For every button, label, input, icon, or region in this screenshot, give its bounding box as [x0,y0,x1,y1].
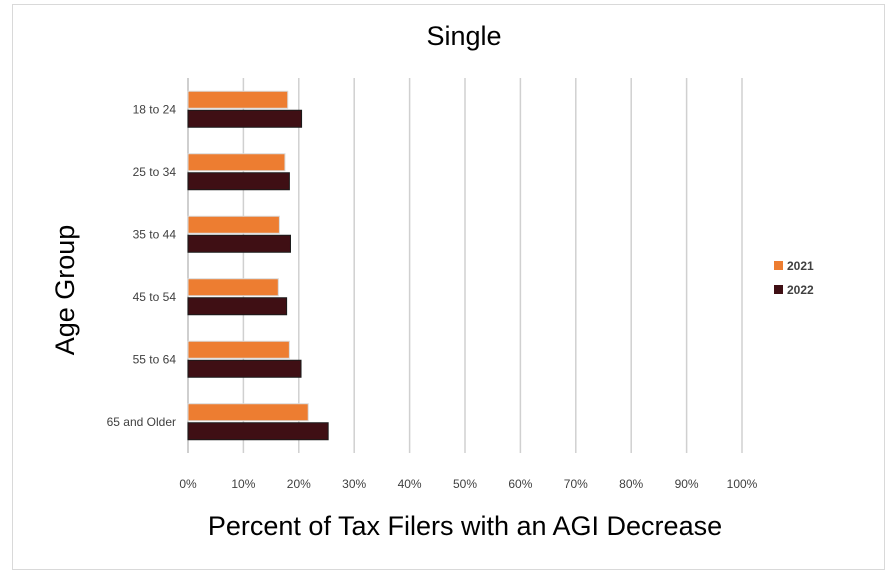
chart-frame [12,4,885,570]
gridlines [187,78,743,453]
x-tick-label: 40% [398,477,422,491]
bar-2022 [187,172,290,191]
bar-2022 [187,297,288,316]
bars [187,90,329,441]
legend: 2021 2022 [774,259,814,297]
y-tick-labels: 18 to 24 25 to 34 35 to 44 45 to 54 55 to 64… [107,102,177,429]
x-tick-label: 50% [453,477,477,491]
bar-2021 [187,403,309,422]
legend-swatch-2021 [774,261,783,270]
y-axis-label: Age Group [50,225,80,356]
x-tick-label: 0% [179,477,197,491]
x-tick-label: 30% [342,477,366,491]
legend-label-2021: 2021 [787,259,814,273]
y-tick-label: 45 to 54 [133,290,177,304]
x-tick-label: 10% [231,477,255,491]
x-tick-label: 80% [619,477,643,491]
y-tick-label: 25 to 34 [133,165,177,179]
y-tick-label: 65 and Older [107,415,176,429]
y-tick-label: 35 to 44 [133,227,177,241]
bar-2021 [187,278,279,297]
x-tick-label: 70% [564,477,588,491]
x-tick-label: 100% [727,477,758,491]
x-tick-label: 60% [508,477,532,491]
legend-label-2022: 2022 [787,283,814,297]
bar-2021 [187,215,280,234]
bar-2022 [187,422,329,441]
y-tick-label: 55 to 64 [133,352,177,366]
bar-2021 [187,340,290,359]
x-tick-labels: 0% 10% 20% 30% 40% 50% 60% 70% 80% 90% 100% [179,477,757,491]
bar-2021 [187,90,289,109]
bar-2022 [187,109,303,128]
x-tick-label: 20% [287,477,311,491]
bar-2022 [187,234,291,253]
x-axis-label: Percent of Tax Filers with an AGI Decrea… [208,511,722,541]
legend-swatch-2022 [774,285,783,294]
bar-2022 [187,359,302,378]
y-tick-label: 18 to 24 [133,102,177,116]
chart-title: Single [426,21,501,51]
x-tick-label: 90% [675,477,699,491]
bar-2021 [187,153,286,172]
